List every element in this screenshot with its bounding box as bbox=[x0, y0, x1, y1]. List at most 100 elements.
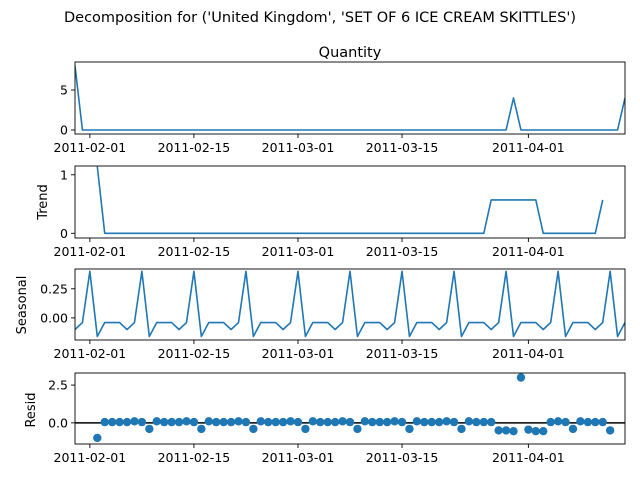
resid-point bbox=[226, 417, 236, 427]
resid-point bbox=[382, 417, 392, 427]
resid-point bbox=[576, 417, 585, 426]
resid-point bbox=[152, 417, 161, 426]
seasonal-x-tick-label: 2011-02-15 bbox=[158, 346, 231, 361]
resid-point bbox=[516, 373, 526, 382]
resid-point bbox=[122, 417, 132, 427]
resid-point bbox=[457, 424, 466, 434]
resid-point bbox=[420, 417, 429, 427]
resid-point bbox=[145, 424, 154, 434]
resid-point bbox=[449, 417, 459, 427]
trend-panel-ylabel: Trend bbox=[36, 184, 51, 221]
resid-point bbox=[472, 417, 481, 427]
trend-x-tick-label: 2011-03-15 bbox=[366, 244, 439, 259]
trend-data bbox=[96, 166, 604, 235]
resid-point bbox=[330, 417, 340, 427]
resid-point bbox=[256, 417, 266, 426]
resid-point bbox=[464, 417, 474, 426]
trend-x-tick-label: 2011-04-01 bbox=[492, 244, 565, 259]
resid-point bbox=[167, 417, 176, 427]
seasonal-x-tick-label: 2011-03-01 bbox=[262, 346, 335, 361]
resid-point bbox=[434, 417, 444, 427]
resid-point bbox=[278, 417, 288, 427]
resid-point bbox=[501, 426, 511, 435]
resid-point bbox=[479, 417, 488, 427]
resid-point bbox=[345, 417, 355, 427]
resid-point bbox=[100, 417, 109, 427]
figure-suptitle: Decomposition for ('United Kingdom', 'SE… bbox=[64, 10, 576, 26]
resid-point bbox=[308, 417, 318, 426]
quantity-data bbox=[75, 65, 625, 131]
resid-point bbox=[264, 417, 273, 427]
quantity-y-tick-label: 5 bbox=[60, 83, 68, 98]
resid-point bbox=[375, 417, 384, 427]
resid-point bbox=[197, 424, 206, 434]
trend-y-tick-label: 1 bbox=[60, 167, 68, 182]
seasonal-x-tick-label: 2011-03-15 bbox=[366, 346, 439, 361]
resid-point bbox=[442, 417, 451, 426]
resid-point bbox=[360, 417, 370, 426]
resid-point bbox=[174, 417, 184, 427]
resid-point bbox=[390, 417, 399, 426]
resid-point bbox=[494, 426, 503, 435]
resid-point bbox=[531, 426, 541, 436]
quantity-x-tick-label: 2011-03-01 bbox=[262, 140, 335, 155]
resid-point bbox=[539, 426, 548, 436]
resid-point bbox=[546, 417, 555, 427]
resid-x-tick-label: 2011-02-15 bbox=[158, 450, 231, 465]
resid-point bbox=[605, 426, 615, 435]
resid-point bbox=[286, 417, 295, 426]
resid-point bbox=[316, 417, 325, 427]
resid-point bbox=[568, 424, 578, 434]
resid-point bbox=[249, 424, 258, 434]
resid-point bbox=[234, 417, 243, 426]
resid-axes-frame bbox=[74, 372, 626, 445]
seasonal-axes-frame bbox=[74, 268, 626, 341]
resid-point bbox=[137, 417, 147, 427]
seasonal-data bbox=[75, 270, 625, 338]
resid-point bbox=[524, 425, 533, 434]
resid-point bbox=[368, 417, 377, 427]
resid-x-tick-label: 2011-03-01 bbox=[262, 450, 335, 465]
resid-point bbox=[427, 417, 436, 427]
seasonal-panel: Seasonal 0.00 0.25 2011-02-01 2011-02-15 201… bbox=[15, 268, 626, 361]
resid-point bbox=[561, 417, 570, 427]
resid-point bbox=[204, 417, 213, 426]
seasonal-y-tick-label: 0.00 bbox=[40, 310, 68, 325]
resid-point bbox=[591, 417, 600, 427]
quantity-axes-frame bbox=[74, 61, 626, 135]
resid-point bbox=[353, 424, 362, 434]
resid-point bbox=[219, 417, 228, 427]
trend-series-line bbox=[96, 166, 604, 235]
resid-point bbox=[159, 417, 169, 427]
seasonal-series-line bbox=[75, 270, 625, 338]
seasonal-y-tick-label: 0.25 bbox=[40, 281, 68, 296]
resid-point bbox=[553, 417, 563, 426]
resid-point bbox=[293, 417, 303, 427]
resid-x-tick-label: 2011-04-01 bbox=[492, 450, 565, 465]
trend-axes-frame bbox=[74, 165, 626, 239]
quantity-x-tick-label: 2011-04-01 bbox=[492, 140, 565, 155]
quantity-x-tick-label: 2011-02-01 bbox=[54, 140, 127, 155]
trend-x-tick-label: 2011-02-15 bbox=[158, 244, 231, 259]
resid-x-tick-label: 2011-03-15 bbox=[366, 450, 439, 465]
resid-panel: Resid 0.0 2.5 2011-02-01 2011-02-15 2011-03-… bbox=[24, 372, 626, 465]
quantity-y-tick-label: 0 bbox=[60, 123, 68, 138]
resid-panel-ylabel: Resid bbox=[24, 392, 39, 427]
resid-point bbox=[323, 417, 332, 427]
resid-y-tick-label: 2.5 bbox=[48, 378, 68, 393]
resid-point bbox=[241, 417, 251, 427]
resid-point bbox=[412, 417, 422, 426]
resid-point bbox=[189, 417, 199, 427]
seasonal-x-tick-label: 2011-04-01 bbox=[492, 346, 565, 361]
resid-point bbox=[487, 417, 496, 427]
resid-point bbox=[509, 426, 518, 436]
quantity-x-tick-label: 2011-02-15 bbox=[158, 140, 231, 155]
quantity-x-tick-label: 2011-03-15 bbox=[366, 140, 439, 155]
trend-x-tick-label: 2011-03-01 bbox=[262, 244, 335, 259]
quantity-panel: Quantity 0 5 2011-02-01 2011-02-15 2011-03-0… bbox=[54, 45, 626, 155]
resid-point bbox=[212, 417, 221, 427]
resid-point bbox=[301, 424, 310, 434]
resid-point bbox=[115, 417, 124, 427]
resid-point bbox=[405, 424, 414, 434]
